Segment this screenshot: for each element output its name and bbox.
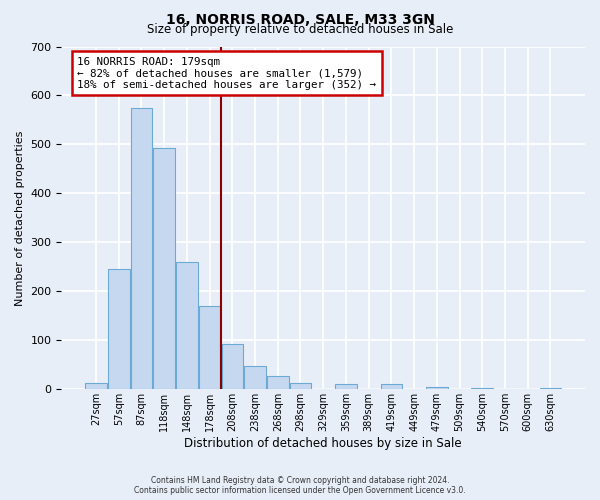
Bar [199, 306, 220, 390]
Y-axis label: Number of detached properties: Number of detached properties [15, 130, 25, 306]
Text: Size of property relative to detached houses in Sale: Size of property relative to detached ho… [147, 22, 453, 36]
Bar [426, 387, 448, 390]
Bar [154, 148, 175, 390]
Bar [380, 384, 402, 390]
Text: Contains HM Land Registry data © Crown copyright and database right 2024.
Contai: Contains HM Land Registry data © Crown c… [134, 476, 466, 495]
X-axis label: Distribution of detached houses by size in Sale: Distribution of detached houses by size … [184, 437, 462, 450]
Bar [267, 376, 289, 390]
Bar [335, 384, 357, 390]
Bar [539, 388, 561, 390]
Bar [221, 344, 243, 390]
Bar [85, 384, 107, 390]
Bar [472, 388, 493, 390]
Bar [108, 270, 130, 390]
Bar [131, 108, 152, 390]
Bar [176, 262, 197, 390]
Text: 16 NORRIS ROAD: 179sqm
← 82% of detached houses are smaller (1,579)
18% of semi-: 16 NORRIS ROAD: 179sqm ← 82% of detached… [77, 57, 376, 90]
Text: 16, NORRIS ROAD, SALE, M33 3GN: 16, NORRIS ROAD, SALE, M33 3GN [166, 12, 434, 26]
Bar [244, 366, 266, 390]
Bar [290, 384, 311, 390]
